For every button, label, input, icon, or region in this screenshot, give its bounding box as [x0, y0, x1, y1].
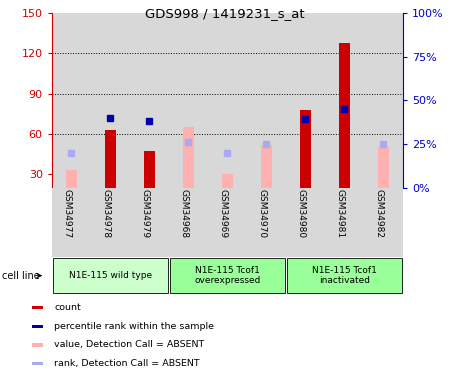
- Bar: [378, 147, 389, 188]
- Bar: [208, 13, 247, 188]
- Bar: [247, 188, 286, 257]
- Bar: [105, 130, 116, 188]
- Text: value, Detection Call = ABSENT: value, Detection Call = ABSENT: [54, 340, 204, 350]
- Bar: [130, 188, 169, 257]
- Bar: [286, 13, 325, 188]
- Bar: [32, 324, 43, 328]
- Bar: [169, 188, 208, 257]
- Bar: [325, 13, 364, 188]
- Bar: [183, 127, 194, 188]
- Bar: [169, 13, 208, 188]
- Text: GSM34979: GSM34979: [140, 189, 149, 238]
- Bar: [52, 188, 91, 257]
- Text: GSM34981: GSM34981: [335, 189, 344, 238]
- Bar: [300, 110, 310, 188]
- Text: GDS998 / 1419231_s_at: GDS998 / 1419231_s_at: [145, 8, 305, 21]
- Bar: [364, 13, 403, 188]
- Bar: [286, 188, 325, 257]
- Bar: [66, 170, 77, 188]
- Text: cell line: cell line: [2, 271, 40, 280]
- Text: N1E-115 Tcof1
inactivated: N1E-115 Tcof1 inactivated: [312, 266, 377, 285]
- Bar: [364, 188, 403, 257]
- Text: N1E-115 Tcof1
overexpressed: N1E-115 Tcof1 overexpressed: [194, 266, 261, 285]
- Bar: [32, 306, 43, 309]
- Bar: [130, 13, 169, 188]
- Text: GSM34978: GSM34978: [101, 189, 110, 238]
- Bar: [170, 258, 285, 293]
- Bar: [144, 151, 155, 188]
- Text: GSM34982: GSM34982: [374, 189, 383, 238]
- Text: GSM34977: GSM34977: [62, 189, 71, 238]
- Bar: [53, 258, 168, 293]
- Text: N1E-115 wild type: N1E-115 wild type: [69, 271, 152, 280]
- Bar: [261, 145, 272, 188]
- Bar: [91, 188, 130, 257]
- Text: GSM34969: GSM34969: [218, 189, 227, 238]
- Text: GSM34970: GSM34970: [257, 189, 266, 238]
- Bar: [52, 13, 91, 188]
- Text: percentile rank within the sample: percentile rank within the sample: [54, 322, 214, 331]
- Bar: [222, 174, 233, 188]
- Text: GSM34980: GSM34980: [296, 189, 305, 238]
- Bar: [208, 188, 247, 257]
- Text: count: count: [54, 303, 81, 312]
- Bar: [325, 188, 364, 257]
- Bar: [247, 13, 286, 188]
- Bar: [91, 13, 130, 188]
- Bar: [287, 258, 402, 293]
- Text: GSM34968: GSM34968: [179, 189, 188, 238]
- Text: rank, Detection Call = ABSENT: rank, Detection Call = ABSENT: [54, 359, 200, 368]
- Bar: [339, 43, 350, 188]
- Bar: [32, 344, 43, 346]
- Bar: [32, 362, 43, 365]
